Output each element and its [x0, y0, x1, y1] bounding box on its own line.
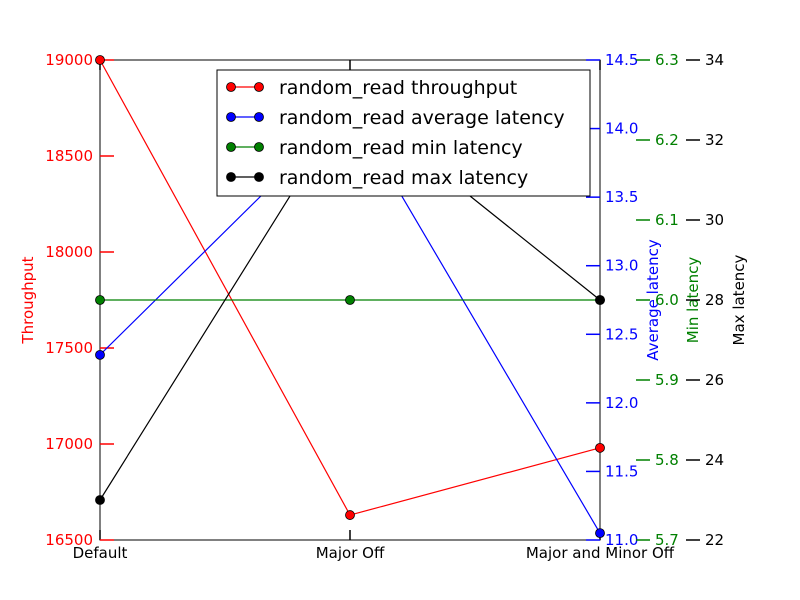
y-axis-title: Average latency: [644, 239, 662, 361]
y-tick-label: 12.5: [605, 325, 638, 343]
y-tick-label: 16500: [45, 531, 93, 549]
y-tick-label: 24: [705, 451, 724, 469]
y-tick-label: 30: [705, 211, 724, 229]
y-tick-label: 12.0: [605, 394, 638, 412]
data-point: [95, 295, 105, 305]
legend-marker: [254, 172, 264, 182]
legend-marker: [254, 82, 264, 92]
y-tick-label: 34: [705, 51, 724, 69]
y-tick-label: 6.3: [655, 51, 679, 69]
legend-marker: [226, 172, 236, 182]
legend-marker: [226, 112, 236, 122]
data-point: [95, 495, 105, 505]
legend-marker: [254, 142, 264, 152]
y-tick-label: 22: [705, 531, 724, 549]
y-tick-label: 5.9: [655, 371, 679, 389]
y-tick-label: 14.5: [605, 51, 638, 69]
y-tick-label: 13.0: [605, 257, 638, 275]
data-point: [595, 442, 605, 453]
y-tick-label: 5.7: [655, 531, 679, 549]
x-tick-label: Major and Minor Off: [526, 544, 675, 562]
y-tick-label: 11.5: [605, 462, 638, 480]
y-tick-label: 6.1: [655, 211, 679, 229]
legend-box: [216, 69, 591, 197]
y-tick-label: 11.0: [605, 531, 638, 549]
x-tick-label: Default: [73, 544, 128, 562]
legend-label: random_read throughput: [279, 77, 517, 99]
y-tick-label: 17500: [45, 339, 93, 357]
y-tick-label: 5.8: [655, 451, 679, 469]
data-point: [95, 349, 105, 360]
legend-marker: [226, 82, 236, 92]
y-axis-title: Throughput: [19, 256, 37, 344]
data-point: [95, 55, 105, 65]
y-tick-label: 18000: [45, 243, 93, 261]
legend-marker: [254, 112, 264, 122]
y-tick-label: 32: [705, 131, 724, 149]
y-tick-label: 6.0: [655, 291, 679, 309]
y-tick-label: 19000: [45, 51, 93, 69]
data-point: [345, 510, 355, 520]
y-tick-label: 17000: [45, 435, 93, 453]
legend-label: random_read max latency: [279, 167, 528, 189]
y-axis-title: Max latency: [730, 254, 748, 345]
y-tick-label: 28: [705, 291, 724, 309]
x-tick-label: Major Off: [316, 544, 385, 562]
y-tick-label: 6.2: [655, 131, 679, 149]
legend-label: random_read min latency: [279, 137, 523, 159]
data-point: [595, 528, 605, 539]
y-tick-label: 13.5: [605, 188, 638, 206]
legend-marker: [226, 142, 236, 152]
y-tick-label: 18500: [45, 147, 93, 165]
y-tick-label: 14.0: [605, 120, 638, 138]
data-point: [595, 295, 605, 305]
legend-label: random_read average latency: [279, 107, 565, 129]
data-point: [345, 295, 355, 305]
y-tick-label: 26: [705, 371, 724, 389]
